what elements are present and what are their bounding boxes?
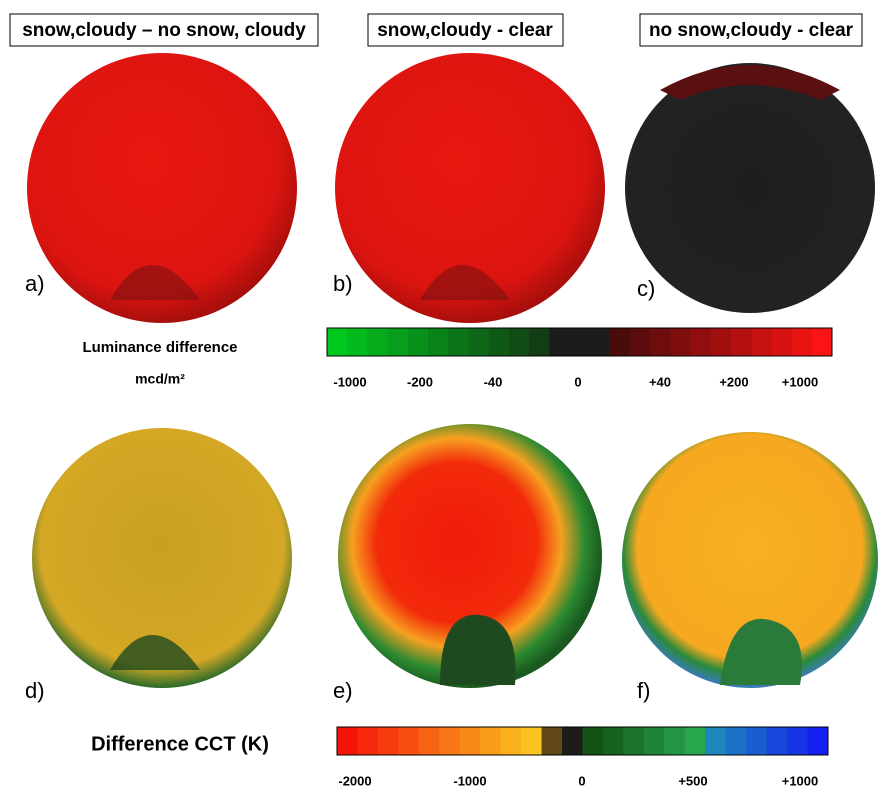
swatch <box>489 328 510 356</box>
swatch <box>367 328 388 356</box>
panel-title: snow,cloudy - clear <box>377 20 553 41</box>
scale-title: Luminance difference <box>82 339 237 356</box>
swatch <box>562 727 583 755</box>
swatch <box>419 727 440 755</box>
panel-label: f) <box>637 678 650 703</box>
swatch <box>630 328 651 356</box>
swatch <box>726 727 747 755</box>
tick-label: +200 <box>719 374 748 389</box>
swatch <box>705 727 726 755</box>
tick-label: -1000 <box>333 374 366 389</box>
swatch <box>603 727 624 755</box>
swatch <box>468 328 489 356</box>
swatch <box>327 328 348 356</box>
swatch <box>347 328 368 356</box>
swatch <box>583 727 604 755</box>
panel-label: d) <box>25 678 45 703</box>
swatch <box>357 727 378 755</box>
fisheye-image <box>625 63 875 313</box>
panel-title: no snow,cloudy - clear <box>649 20 854 41</box>
swatch <box>529 328 550 356</box>
tick-label: -2000 <box>338 773 371 788</box>
swatch <box>650 328 671 356</box>
swatch <box>623 727 644 755</box>
swatch <box>670 328 691 356</box>
swatch <box>448 328 469 356</box>
tick-label: +40 <box>649 374 671 389</box>
tick-label: -200 <box>407 374 433 389</box>
swatch <box>542 727 563 755</box>
swatch <box>408 328 429 356</box>
swatch <box>549 328 570 356</box>
swatch <box>590 328 611 356</box>
swatch <box>521 727 542 755</box>
swatch <box>767 727 788 755</box>
figure: snow,cloudy – no snow, cloudy snow,cloud… <box>0 0 884 789</box>
tick-label: -1000 <box>453 773 486 788</box>
swatch <box>771 328 792 356</box>
panel-label: a) <box>25 271 45 296</box>
swatch <box>610 328 631 356</box>
panel-title: snow,cloudy – no snow, cloudy <box>22 20 306 41</box>
swatch <box>812 328 833 356</box>
swatch <box>644 727 665 755</box>
swatch <box>751 328 772 356</box>
panel-label: c) <box>637 276 655 301</box>
panel-label: b) <box>333 271 353 296</box>
swatch <box>460 727 481 755</box>
swatch <box>480 727 501 755</box>
tick-label: +500 <box>678 773 707 788</box>
swatch <box>501 727 522 755</box>
tick-label: 0 <box>578 773 585 788</box>
swatch <box>428 328 449 356</box>
swatch <box>378 727 399 755</box>
swatch <box>792 328 813 356</box>
swatch <box>569 328 590 356</box>
swatch <box>808 727 829 755</box>
luminance-colorbar: -1000 -200 -40 0 +40 +200 +1000 <box>327 328 833 389</box>
swatch <box>691 328 712 356</box>
swatch <box>746 727 767 755</box>
swatch <box>664 727 685 755</box>
swatch <box>787 727 808 755</box>
tick-label: 0 <box>574 374 581 389</box>
panel-label: e) <box>333 678 353 703</box>
swatch <box>509 328 530 356</box>
tick-label: +1000 <box>782 374 819 389</box>
scale-title: Difference CCT (K) <box>91 733 269 755</box>
swatch <box>337 727 358 755</box>
swatch <box>398 727 419 755</box>
tick-label: -40 <box>484 374 503 389</box>
swatch <box>388 328 409 356</box>
tick-label: +1000 <box>782 773 819 788</box>
swatch <box>711 328 732 356</box>
swatch <box>731 328 752 356</box>
cct-colorbar: -2000 -1000 0 +500 +1000 <box>337 727 829 788</box>
swatch <box>685 727 706 755</box>
swatch <box>439 727 460 755</box>
scale-unit: mcd/m² <box>135 371 185 387</box>
